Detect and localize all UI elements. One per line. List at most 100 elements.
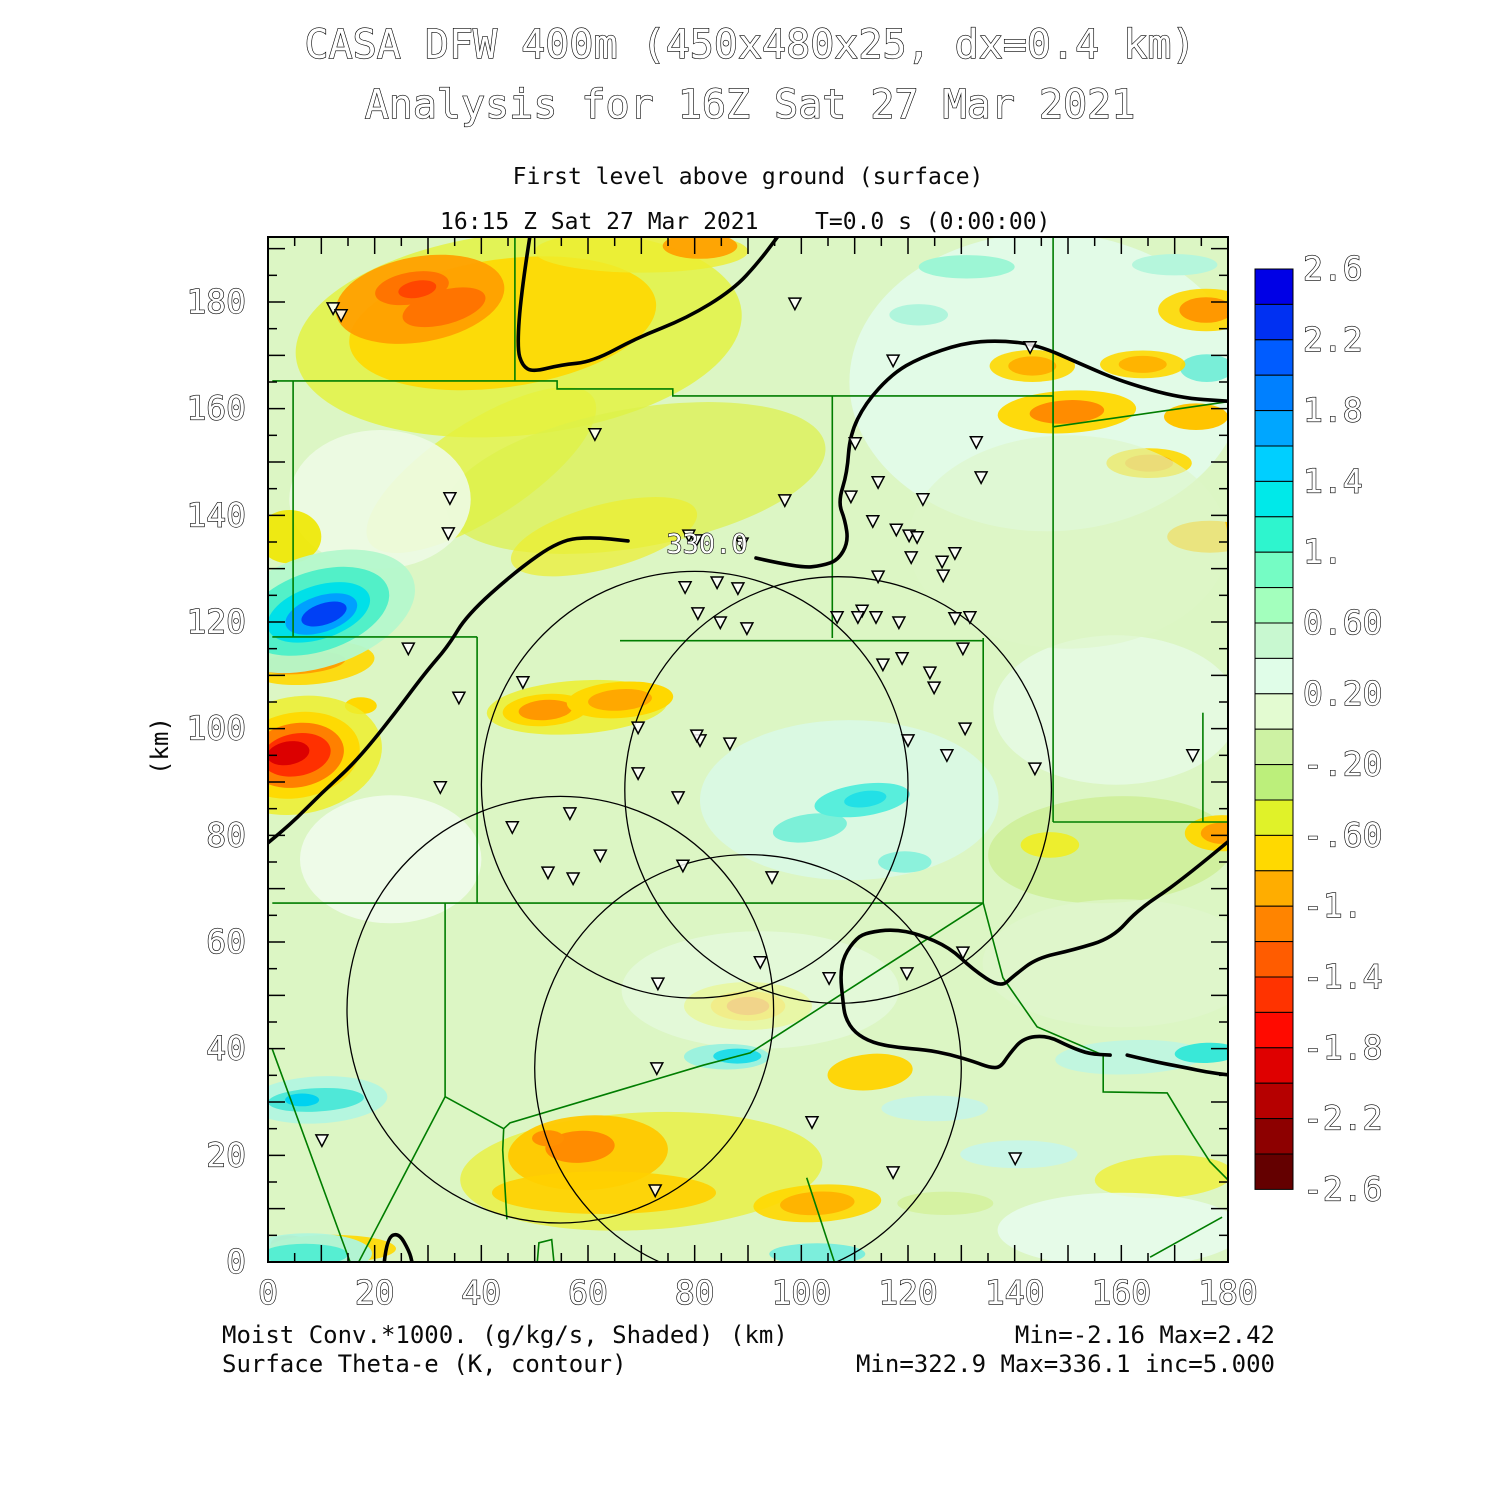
- colorbar-cell: [1254, 1047, 1294, 1084]
- county-boundary: [982, 902, 1228, 1181]
- station-marker: [433, 781, 448, 795]
- title-line1: CASA DFW 400m (450x480x25, dx=0.4 km): [304, 22, 1195, 68]
- station-marker: [505, 821, 520, 835]
- y-tick-label: 0: [226, 1242, 246, 1281]
- colorbar-label: -.20: [1303, 745, 1382, 784]
- field-blob: [1200, 822, 1228, 844]
- field-blob: [844, 790, 887, 808]
- colorbar-cell: [1254, 693, 1294, 730]
- x-tick-label: 160: [1091, 1273, 1151, 1312]
- station-marker: [442, 491, 458, 506]
- station-marker: [935, 569, 951, 584]
- colorbar-cell: [1254, 480, 1294, 518]
- field-blob: [1094, 1155, 1228, 1199]
- colorbar-label: -.60: [1303, 815, 1382, 854]
- station-marker: [939, 749, 955, 763]
- colorbar: 2.6 2.2 1.8 1.4 1. 0.60 0.20 -.20 -.60 -1. -1.4 -1.…: [1254, 248, 1383, 1209]
- colorbar-label: 1.: [1303, 532, 1343, 571]
- station-marker: [850, 610, 866, 625]
- station-marker: [515, 675, 531, 690]
- station-marker: [562, 807, 578, 822]
- station-marker: [677, 581, 693, 595]
- station-marker: [647, 1184, 663, 1199]
- colorbar-cell: [1254, 941, 1294, 978]
- colorbar-cell: [1254, 551, 1294, 589]
- footer-shaded-field-label: Moist Conv.*1000. (g/kg/s, Shaded): [222, 1321, 713, 1349]
- colorbar-cell: [1254, 268, 1294, 305]
- radar-range-ring: [534, 854, 962, 1262]
- station-marker: [787, 297, 803, 312]
- colorbar-cell: [1254, 1082, 1294, 1120]
- station-marker: [401, 642, 416, 657]
- station-marker: [957, 722, 973, 737]
- radar-range-ring: [480, 570, 909, 999]
- valid-time: 16:15 Z Sat 27 Mar 2021: [440, 209, 759, 235]
- station-marker: [441, 527, 456, 542]
- station-marker: [847, 437, 863, 451]
- station-marker: [1027, 762, 1043, 777]
- field-blob: [780, 1191, 855, 1216]
- county-boundary: [357, 1096, 446, 1262]
- station-marker: [730, 582, 746, 597]
- station-marker: [947, 611, 963, 626]
- colorbar-label: 2.6: [1303, 249, 1363, 288]
- field-blob: [1118, 355, 1167, 373]
- station-marker: [926, 681, 942, 696]
- colorbar-cell: [1254, 303, 1294, 341]
- y-tick-label: 100: [186, 709, 246, 748]
- field-blob: [492, 1171, 716, 1214]
- theta-e-contour: [268, 536, 630, 845]
- field-blob: [588, 688, 652, 711]
- station-marker: [934, 555, 950, 570]
- field-blob: [878, 851, 932, 873]
- x-tick-label: 180: [1198, 1273, 1258, 1312]
- county-boundary: [536, 1238, 555, 1262]
- y-tick-label: 80: [206, 815, 246, 854]
- station-marker: [891, 616, 907, 631]
- colorbar-label: -1.8: [1303, 1028, 1382, 1067]
- subtitle-level: First level above ground (surface): [513, 164, 984, 190]
- y-tick-label: 140: [186, 495, 246, 534]
- station-marker: [777, 494, 793, 509]
- x-tick-label: 80: [675, 1273, 715, 1312]
- field-blob: [1029, 400, 1105, 424]
- field-blob: [621, 931, 899, 1049]
- station-marker: [689, 534, 704, 549]
- colorbar-cell: [1254, 445, 1294, 482]
- county-boundary: [1149, 1216, 1223, 1258]
- x-tick-label: 140: [985, 1273, 1045, 1312]
- radar-range-ring: [624, 576, 1053, 1004]
- field-blob: [908, 435, 1228, 649]
- station-marker: [885, 1166, 901, 1181]
- station-marker: [630, 767, 646, 782]
- colorbar-cell: [1254, 587, 1294, 624]
- theta-e-contour: [839, 839, 1228, 1070]
- station-marker: [689, 729, 705, 744]
- station-marker: [734, 537, 750, 552]
- colorbar-label: -1.: [1303, 886, 1363, 925]
- station-marker: [1185, 749, 1201, 763]
- station-marker: [894, 651, 910, 666]
- field-blob: [827, 1053, 913, 1091]
- contour-value-label: 330.0: [666, 529, 747, 560]
- station-marker: [909, 530, 925, 545]
- field-blob: [769, 1243, 866, 1262]
- station-marker: [821, 971, 837, 986]
- county-boundary: [501, 902, 984, 1220]
- x-tick-label: 120: [878, 1273, 938, 1312]
- station-marker: [870, 475, 886, 490]
- field-blob: [1008, 356, 1057, 376]
- y-tick-label: 160: [186, 389, 246, 428]
- station-marker: [753, 955, 768, 970]
- field-blob: [300, 795, 482, 924]
- field-blob: [268, 1243, 348, 1262]
- field-blob: [518, 699, 572, 721]
- station-marker: [973, 471, 989, 486]
- theta-e-contour-layer: [268, 237, 1228, 1262]
- field-blob: [532, 1130, 564, 1147]
- colorbar-label: 1.4: [1303, 461, 1363, 500]
- theta-e-contour: [516, 237, 780, 373]
- field-blob: [446, 402, 826, 554]
- station-marker: [875, 658, 891, 673]
